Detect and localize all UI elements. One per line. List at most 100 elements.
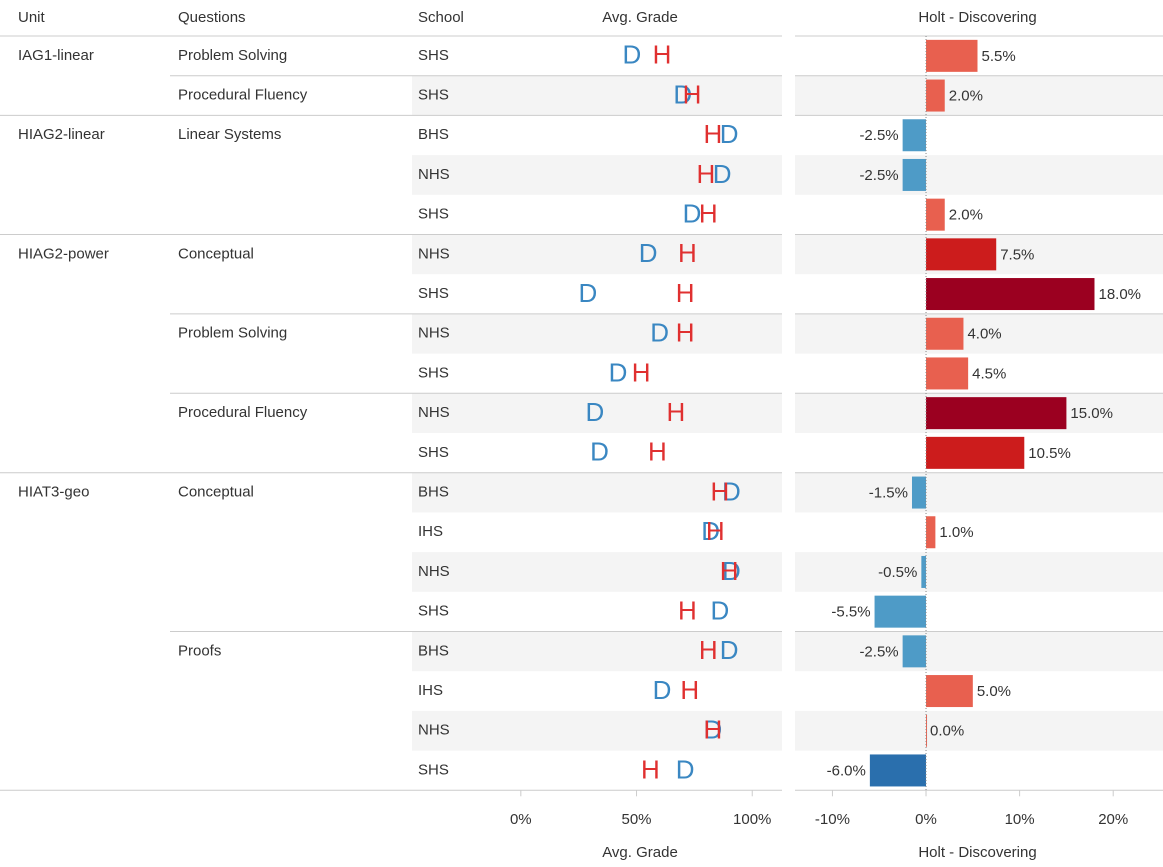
bar xyxy=(926,675,973,708)
bar xyxy=(926,317,964,350)
row-band xyxy=(795,313,1163,354)
grade-marker: H xyxy=(676,278,695,308)
column-header: Unit xyxy=(18,9,46,26)
x-tick-label: 50% xyxy=(622,811,652,828)
question-label: Problem Solving xyxy=(178,47,287,64)
grade-marker: D xyxy=(722,556,741,586)
bar xyxy=(911,476,927,509)
question-label: Linear Systems xyxy=(178,126,281,143)
grade-marker: H xyxy=(641,754,660,784)
grade-marker: H xyxy=(632,357,651,387)
question-label: Procedural Fluency xyxy=(178,404,308,421)
school-label: BHS xyxy=(418,642,449,659)
bar xyxy=(926,436,1025,469)
x-tick-label: 10% xyxy=(1005,811,1035,828)
school-label: NHS xyxy=(418,722,450,739)
bar xyxy=(926,516,936,549)
chart-title: Avg. Grade xyxy=(602,9,678,26)
row-band xyxy=(412,710,782,751)
x-axis-title: Avg. Grade xyxy=(602,844,678,861)
school-label: NHS xyxy=(418,325,450,342)
value-label: 4.0% xyxy=(967,326,1001,343)
grade-marker: H xyxy=(699,199,718,229)
x-tick-label: 0% xyxy=(510,811,532,828)
school-label: SHS xyxy=(418,603,449,620)
row-band xyxy=(795,631,1163,672)
question-label: Proofs xyxy=(178,642,221,659)
grade-marker: H xyxy=(704,119,723,149)
value-label: 2.0% xyxy=(949,207,983,224)
school-label: BHS xyxy=(418,126,449,143)
school-label: NHS xyxy=(418,563,450,580)
row-band xyxy=(412,155,782,195)
row-band xyxy=(412,631,782,672)
bar xyxy=(902,119,927,152)
value-label: -2.5% xyxy=(859,643,898,660)
unit-label: HIAG2-power xyxy=(18,245,109,262)
value-label: -5.5% xyxy=(831,604,870,621)
question-label: Conceptual xyxy=(178,484,254,501)
value-label: -2.5% xyxy=(859,167,898,184)
school-label: SHS xyxy=(418,761,449,778)
value-label: 0.0% xyxy=(930,723,964,740)
value-label: 5.0% xyxy=(977,683,1011,700)
grade-marker: D xyxy=(720,119,739,149)
column-header: Questions xyxy=(178,9,246,26)
grade-marker: H xyxy=(678,596,697,626)
row-band xyxy=(412,552,782,592)
school-label: IHS xyxy=(418,523,443,540)
value-label: 15.0% xyxy=(1070,405,1113,422)
value-label: 4.5% xyxy=(972,365,1006,382)
bar xyxy=(926,79,945,112)
x-tick-label: 20% xyxy=(1098,811,1128,828)
grade-marker: H xyxy=(678,238,697,268)
x-tick-label: 100% xyxy=(733,811,771,828)
row-band xyxy=(795,710,1163,751)
grade-marker: D xyxy=(590,437,609,467)
grade-marker: D xyxy=(683,199,702,229)
grade-marker: H xyxy=(666,397,685,427)
value-label: 5.5% xyxy=(982,48,1016,65)
value-label: -6.0% xyxy=(827,762,866,779)
grade-marker: H xyxy=(706,516,725,546)
grade-marker: D xyxy=(639,238,658,268)
value-label: -0.5% xyxy=(878,564,917,581)
school-label: NHS xyxy=(418,404,450,421)
bar xyxy=(902,158,927,191)
bar xyxy=(902,635,927,668)
grade-marker: H xyxy=(648,437,667,467)
unit-label: HIAT3-geo xyxy=(18,484,89,501)
school-label: IHS xyxy=(418,682,443,699)
school-label: SHS xyxy=(418,206,449,223)
column-header: School xyxy=(418,9,464,26)
grade-marker: D xyxy=(720,635,739,665)
x-axis-title: Holt - Discovering xyxy=(918,844,1036,861)
row-band xyxy=(795,75,1163,116)
value-label: -1.5% xyxy=(869,485,908,502)
value-label: 18.0% xyxy=(1098,286,1141,303)
row-band xyxy=(795,552,1163,592)
grade-marker: D xyxy=(676,754,695,784)
school-label: NHS xyxy=(418,166,450,183)
question-label: Problem Solving xyxy=(178,325,287,342)
chart-title: Holt - Discovering xyxy=(918,9,1036,26)
value-label: 2.0% xyxy=(949,88,983,105)
x-tick-label: 0% xyxy=(915,811,937,828)
school-label: BHS xyxy=(418,484,449,501)
bar xyxy=(926,198,945,231)
row-band xyxy=(412,472,782,513)
grade-marker: H xyxy=(680,675,699,705)
bar xyxy=(926,714,928,747)
grade-marker: D xyxy=(713,159,732,189)
row-band xyxy=(795,472,1163,513)
row-band xyxy=(412,313,782,354)
question-label: Procedural Fluency xyxy=(178,87,308,104)
school-label: SHS xyxy=(418,364,449,381)
value-label: 7.5% xyxy=(1000,246,1034,263)
grade-marker: D xyxy=(579,278,598,308)
grade-marker: D xyxy=(704,715,723,745)
grade-marker: H xyxy=(697,159,716,189)
grade-marker: D xyxy=(585,397,604,427)
grade-marker: D xyxy=(609,357,628,387)
